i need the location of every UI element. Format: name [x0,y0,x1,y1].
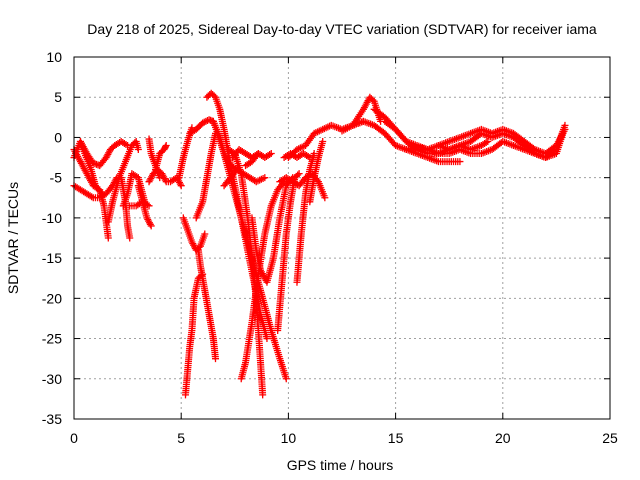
data-point [176,180,184,188]
data-point [263,335,271,343]
data-point [201,230,209,238]
y-tick-label: -35 [42,411,62,427]
data-series [76,137,106,198]
data-series [248,174,297,286]
x-tick-label: 20 [495,430,511,446]
data-point [104,234,112,242]
data-point [143,201,151,209]
data-series [117,174,134,242]
data-point [319,137,327,145]
x-tick-label: 10 [281,430,297,446]
plot-frame [73,56,611,420]
data-point [199,119,207,127]
data-series [293,150,318,286]
data-series [349,117,464,166]
data-point [161,143,169,151]
y-tick-label: 10 [46,49,62,65]
data-point [266,151,274,159]
data-series [242,150,275,170]
data-point [295,170,303,178]
data-series [134,182,155,230]
y-tick-label: -25 [42,331,62,347]
axis-ticks [73,56,611,420]
data-series [306,137,327,206]
x-tick-label: 25 [602,430,618,446]
y-tick-label: -20 [42,290,62,306]
data-point [212,355,220,363]
data-point [484,137,492,145]
x-tick-label: 15 [388,430,404,446]
y-tick-label: -5 [50,170,63,186]
data-point [161,176,169,184]
data-point [282,375,290,383]
data-point [559,129,567,137]
data-series [194,246,220,363]
x-tick-label: 0 [70,430,78,446]
data-series [224,146,267,399]
data-point [259,391,267,399]
data-point [261,174,269,182]
data-series [70,174,121,202]
data-series [175,124,196,182]
data-point [482,138,490,146]
data-point [561,121,569,129]
chart-title: Day 218 of 2025, Sidereal Day-to-day VTE… [87,21,597,37]
y-tick-label: 5 [54,89,62,105]
data-series [229,146,262,162]
data-series [179,214,209,254]
data-point [126,234,134,242]
data-point [456,158,464,166]
data-point [321,194,329,202]
data-point [122,140,130,148]
data-series [276,170,329,202]
y-tick-label: -10 [42,210,62,226]
plot-area [70,89,569,399]
data-point [304,153,312,161]
y-axis-label: SDTVAR / TECUs [5,182,21,294]
grid [74,57,610,419]
data-point [267,150,275,158]
data-point [146,220,154,228]
data-point [177,182,185,190]
data-series [104,137,142,226]
x-tick-label: 5 [177,430,185,446]
tick-labels: 0 5 10 15 20 25 -35 -30 -25 -20 -15 -10 -5 0 5 10 [42,49,618,446]
data-point [200,118,208,126]
data-point [98,190,106,198]
data-point [88,193,96,201]
data-point [162,141,170,149]
data-series [192,129,220,222]
y-tick-label: -15 [42,250,62,266]
y-tick-label: 0 [54,129,62,145]
x-axis-label: GPS time / hours [287,457,394,473]
data-point [97,188,105,196]
data-point [202,117,210,125]
data-point [134,146,142,154]
data-point [294,171,302,179]
y-tick-label: -30 [42,371,62,387]
data-point [147,222,155,230]
data-series [402,129,567,162]
